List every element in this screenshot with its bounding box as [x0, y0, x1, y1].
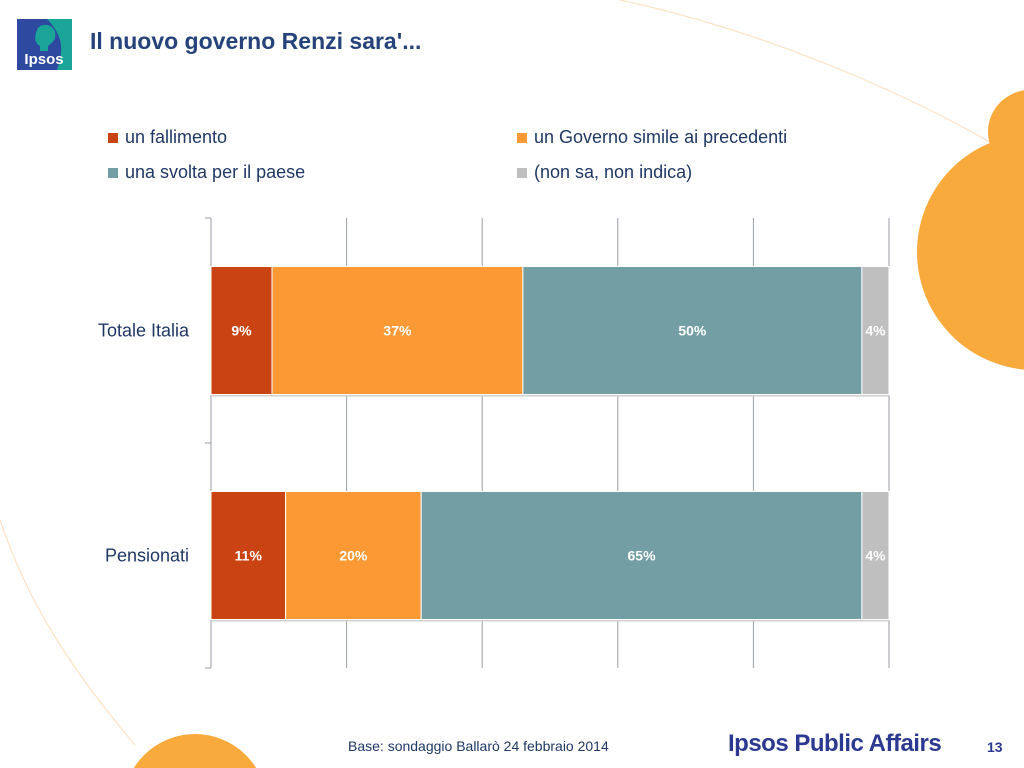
bar-segment — [285, 491, 422, 620]
footer-brand: Ipsos Public Affairs — [728, 730, 942, 757]
legend-label: un Governo simile ai precedenti — [534, 127, 788, 147]
legend-swatch — [517, 132, 527, 143]
legend-swatch — [517, 167, 527, 178]
slide-title: Il nuovo governo Renzi sara'... — [90, 28, 422, 54]
category-label: Totale Italia — [98, 321, 190, 341]
ipsos-logo: Ipsos — [17, 19, 72, 70]
category-label: Pensionati — [105, 546, 189, 566]
bar-value-label: 65% — [628, 548, 657, 564]
decorative-circle-bottom — [133, 734, 257, 768]
bar-value-label: 50% — [678, 323, 707, 339]
legend-label: (non sa, non indica) — [534, 162, 693, 182]
bar-value-label: 37% — [383, 323, 412, 339]
legend-label: un fallimento — [125, 127, 228, 147]
data-labels: 9% 37% 50% 4% 11% 20% 65% 4% — [231, 323, 886, 564]
bar-segment — [861, 491, 890, 620]
bars — [210, 266, 890, 622]
legend-item-svolta: una svolta per il paese — [108, 162, 305, 183]
bar-value-label: 20% — [339, 548, 368, 564]
bar-value-label: 11% — [235, 548, 263, 564]
legend-label: una svolta per il paese — [125, 162, 306, 182]
footer-base-note: Base: sondaggio Ballarò 24 febbraio 2014 — [348, 738, 609, 754]
legend-item-non-sa: (non sa, non indica) — [517, 162, 692, 183]
decorative-curve-top — [619, 0, 996, 146]
decorative-curve-left — [0, 519, 136, 746]
legend-swatch — [108, 167, 118, 178]
legend-item-fallimento: un fallimento — [108, 127, 227, 148]
bar-segment — [420, 491, 863, 620]
bar-segment — [522, 266, 863, 395]
bar-value-label: 4% — [865, 323, 886, 339]
bar-segment — [861, 266, 890, 395]
bar-segment — [210, 266, 273, 395]
logo-text: Ipsos — [24, 51, 63, 68]
bar-value-label: 9% — [231, 323, 252, 339]
legend-item-governo-simile: un Governo simile ai precedenti — [517, 127, 787, 148]
bar-value-label: 4% — [865, 548, 886, 564]
decorative-circle-large — [917, 134, 1024, 370]
category-labels: Totale Italia Pensionati — [98, 321, 190, 566]
bar-segment — [271, 266, 524, 395]
page-number: 13 — [987, 739, 1003, 755]
bar-segment — [210, 491, 287, 620]
legend-swatch — [108, 132, 118, 143]
